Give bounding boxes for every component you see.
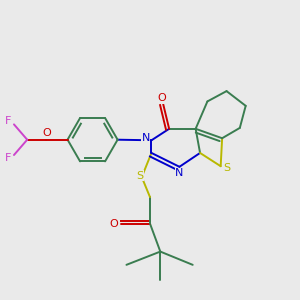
Text: N: N [175,168,184,178]
Text: S: S [137,171,144,181]
Text: S: S [224,163,231,173]
Text: F: F [5,153,11,163]
Text: N: N [141,133,150,143]
Text: O: O [110,219,118,229]
Text: O: O [158,94,166,103]
Text: O: O [42,128,51,138]
Text: F: F [5,116,11,126]
